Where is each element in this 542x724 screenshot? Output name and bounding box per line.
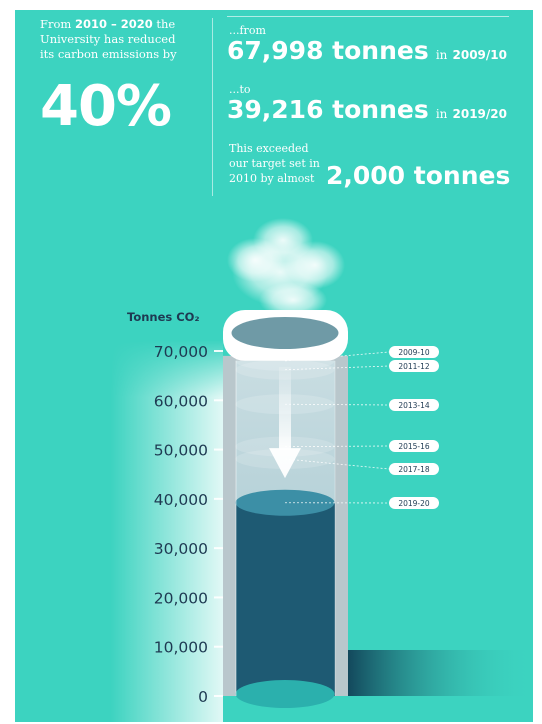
y-tick-label: 20,000 [154,589,208,607]
target-value: 2,000 tonnes [326,161,511,190]
year-pill [389,440,439,452]
year-pill-label: 2015-16 [398,442,430,451]
year-pill-label: 2009-10 [398,348,430,357]
intro-years: 2010 – 2020 [74,17,153,31]
y-tick-mark [214,547,223,550]
y-tick-mark [214,695,223,697]
intro-line-1: From 2010 – 2020 the [40,17,175,31]
y-tick-label: 30,000 [154,540,208,558]
intro-line-3: its carbon emissions by [40,47,177,61]
intro-line-1-post: the [152,17,176,31]
chimney-base [235,680,335,708]
year-pill [389,360,439,372]
axis-glow-band [110,340,223,722]
to-value: 39,216 tonnes [227,95,429,124]
leader-line [284,365,390,371]
chimney [223,310,348,708]
target-line-1: This exceeded [229,142,309,155]
year-pill-label: 2017-18 [398,465,430,474]
leader-line [284,403,390,406]
vertical-divider [212,18,213,196]
year-pill [389,497,439,509]
intro-line-1-pre: From [40,17,75,31]
infographic-panel: From 2010 – 2020 the University has redu… [15,10,533,722]
to-stat: 39,216 tonnes in 2019/20 [227,95,507,124]
year-pill [389,399,439,411]
from-label: ...from [229,24,266,37]
target-line-3: 2010 by almost [229,172,315,185]
to-label: ...to [229,83,251,96]
from-value: 67,998 tonnes [227,36,429,65]
y-tick-label: 40,000 [154,491,208,509]
intro-line-2: University has reduced [40,32,176,46]
y-tick-mark [214,596,223,599]
axis-glow [110,340,223,722]
chimney-opening [231,317,339,349]
y-tick-mark [214,645,223,648]
from-stat: 67,998 tonnes in 2009/10 [227,36,507,65]
y-axis: 0 10,000 20,000 30,000 40,000 50,000 60,000 70,… [154,343,223,706]
leader-line [284,351,390,362]
y-tick-label: 70,000 [154,343,208,361]
year-pill-label: 2013-14 [398,401,430,410]
smoke-puff [253,218,313,262]
leader-line [284,445,390,448]
target-line-2: our target set in [229,157,320,170]
leader-line [284,458,390,470]
from-in: in [435,48,448,62]
year-pill-label: 2019-20 [398,499,430,508]
ground-shadow-band [348,650,533,696]
reduction-arrow-head [269,448,301,479]
year-pill-label: 2011-12 [398,362,430,371]
chimney-chart: 0 10,000 20,000 30,000 40,000 50,000 60,000 70,… [110,218,533,722]
year-annotations: 2009-10 2011-12 2013-14 2015-16 2017-18 2019-… [284,346,439,509]
emissions-fill-bar [236,502,335,696]
smoke-puff [259,282,327,318]
y-tick-mark [214,399,223,402]
y-tick-label: 10,000 [154,639,208,657]
intro-percent: 40% [40,74,172,139]
y-tick-label: 50,000 [154,442,208,460]
y-tick-mark [214,448,223,451]
from-year: 2009/10 [452,48,507,62]
to-in: in [435,107,448,121]
reduction-arrow-shaft [279,366,291,451]
to-year: 2019/20 [452,107,507,121]
horizontal-divider [227,16,509,17]
year-pill [389,346,439,358]
ground-shadow [348,650,533,696]
y-tick-mark [214,350,223,352]
y-tick-mark [214,497,223,500]
y-axis-label: Tonnes CO₂ [127,310,200,324]
y-tick-label: 0 [198,688,208,706]
year-pill [389,463,439,475]
smoke-cloud [227,218,345,318]
y-tick-label: 60,000 [154,392,208,410]
